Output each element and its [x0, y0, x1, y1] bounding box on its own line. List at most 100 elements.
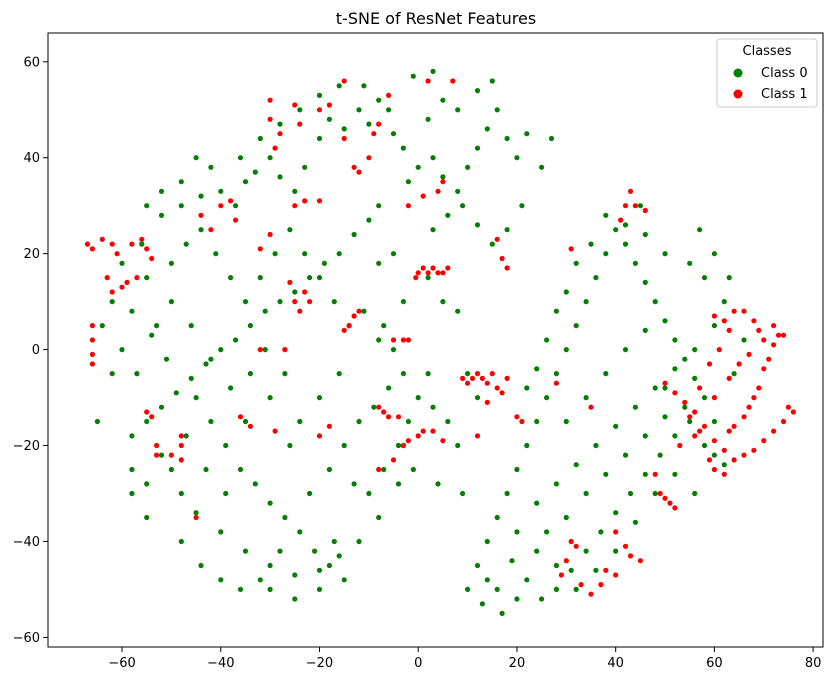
- data-point-class-1: [247, 423, 253, 429]
- data-point-class-1: [771, 342, 777, 348]
- data-point-class-0: [242, 418, 249, 425]
- data-point-class-1: [366, 155, 372, 161]
- data-point-class-0: [627, 490, 634, 497]
- data-point-class-0: [287, 227, 293, 233]
- data-point-class-0: [336, 371, 342, 377]
- data-point-class-1: [519, 418, 525, 425]
- data-point-class-1: [149, 255, 155, 262]
- data-point-class-0: [603, 471, 609, 477]
- data-point-class-1: [405, 203, 411, 209]
- data-point-class-0: [622, 452, 629, 458]
- data-point-class-0: [257, 577, 263, 583]
- data-point-class-0: [425, 371, 431, 377]
- data-point-class-1: [390, 457, 397, 463]
- y-tick-label: −20: [13, 439, 40, 454]
- data-point-class-0: [711, 323, 718, 329]
- data-point-class-0: [603, 212, 609, 218]
- data-point-class-0: [479, 601, 485, 607]
- data-point-class-0: [553, 308, 560, 314]
- data-point-class-0: [218, 529, 224, 535]
- data-point-class-0: [455, 107, 461, 113]
- data-point-class-0: [553, 562, 560, 569]
- data-point-class-1: [721, 318, 727, 324]
- data-point-class-0: [622, 347, 629, 353]
- data-point-class-1: [622, 543, 629, 549]
- data-point-class-0: [272, 251, 278, 257]
- data-point-class-0: [524, 385, 530, 391]
- data-point-class-1: [351, 164, 357, 170]
- data-point-class-1: [746, 404, 752, 410]
- data-point-class-0: [198, 562, 204, 569]
- data-point-class-0: [282, 514, 288, 521]
- data-point-class-0: [455, 442, 461, 449]
- data-point-class-0: [292, 289, 298, 295]
- axes-frame: [47, 32, 824, 648]
- data-point-class-0: [237, 155, 244, 161]
- data-point-class-1: [292, 299, 298, 305]
- data-point-class-1: [326, 102, 332, 108]
- data-point-class-0: [178, 490, 184, 497]
- data-point-class-1: [415, 270, 421, 276]
- data-point-class-1: [479, 375, 485, 381]
- data-point-class-1: [588, 404, 594, 410]
- data-point-class-0: [144, 203, 150, 209]
- data-point-class-0: [721, 299, 727, 305]
- legend-box: [716, 38, 818, 108]
- data-point-class-0: [637, 203, 644, 209]
- data-point-class-1: [558, 572, 565, 578]
- data-point-class-0: [198, 193, 204, 199]
- data-point-class-1: [761, 438, 767, 444]
- data-point-class-0: [741, 337, 747, 343]
- data-point-class-0: [563, 418, 569, 425]
- data-point-class-1: [771, 428, 777, 434]
- data-point-class-0: [642, 327, 648, 333]
- data-point-class-0: [687, 418, 693, 425]
- data-point-class-0: [94, 418, 100, 425]
- data-point-class-0: [642, 279, 648, 285]
- data-point-class-0: [282, 371, 288, 377]
- data-point-class-0: [208, 418, 214, 425]
- data-point-class-1: [413, 275, 419, 281]
- data-point-class-0: [622, 241, 629, 247]
- data-point-class-0: [395, 481, 402, 487]
- data-point-class-1: [667, 500, 673, 506]
- data-point-class-0: [247, 371, 253, 377]
- data-point-class-0: [652, 490, 658, 497]
- data-point-class-1: [499, 255, 505, 262]
- data-point-class-1: [257, 246, 263, 252]
- data-point-class-1: [376, 121, 382, 127]
- data-point-class-0: [613, 548, 619, 554]
- data-point-class-1: [178, 433, 184, 439]
- data-point-class-0: [144, 275, 150, 281]
- data-point-class-0: [316, 586, 323, 593]
- data-point-class-0: [129, 490, 135, 497]
- data-point-class-1: [790, 409, 797, 415]
- data-point-class-1: [292, 203, 298, 209]
- legend-title: Classes: [743, 44, 792, 59]
- data-point-class-1: [726, 327, 732, 333]
- data-point-class-0: [474, 145, 481, 151]
- data-point-class-1: [741, 308, 747, 314]
- data-point-class-1: [711, 313, 718, 319]
- data-point-class-0: [430, 404, 436, 410]
- data-point-class-0: [326, 562, 332, 569]
- data-point-class-1: [761, 366, 767, 372]
- y-tick-label: 20: [23, 247, 40, 262]
- data-point-class-1: [149, 414, 155, 420]
- data-point-class-0: [233, 203, 239, 209]
- data-point-class-1: [474, 371, 481, 377]
- data-point-class-1: [89, 337, 95, 343]
- data-point-class-0: [687, 260, 693, 266]
- data-point-class-1: [603, 567, 609, 573]
- data-point-class-0: [632, 519, 639, 525]
- data-point-class-0: [455, 308, 461, 314]
- data-point-class-1: [109, 241, 115, 247]
- data-point-class-0: [376, 514, 382, 521]
- data-point-class-1: [662, 495, 668, 501]
- data-point-class-0: [390, 347, 397, 353]
- data-point-class-0: [544, 395, 550, 401]
- data-point-class-0: [672, 337, 678, 343]
- data-point-class-1: [642, 207, 648, 214]
- data-point-class-1: [662, 380, 668, 386]
- data-point-class-0: [553, 371, 560, 377]
